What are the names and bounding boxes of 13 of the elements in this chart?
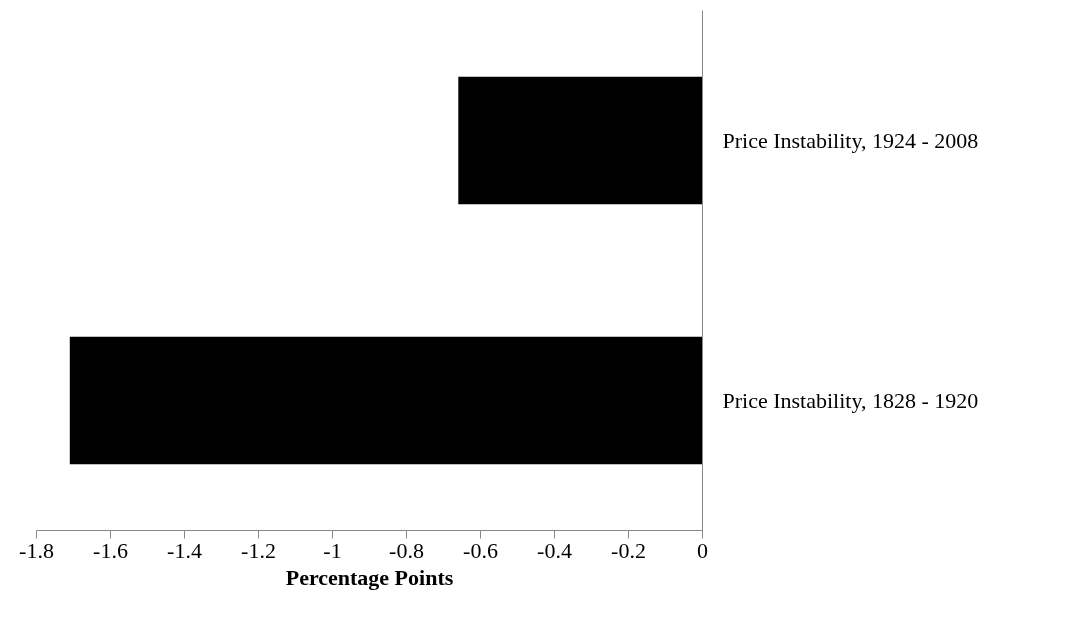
x-tick-label: -0.6 xyxy=(463,537,498,563)
x-tick-label: -1.8 xyxy=(19,537,54,563)
x-tick-label: -1.4 xyxy=(167,537,202,563)
x-tick-label: -1 xyxy=(323,537,342,563)
x-tick-label: -0.4 xyxy=(537,537,572,563)
x-tick-label: -0.2 xyxy=(611,537,646,563)
y-tick-label: Price Instability, 1924 - 2008 xyxy=(722,128,979,153)
x-tick-label: -1.2 xyxy=(241,537,276,563)
x-tick-label: -1.6 xyxy=(93,537,128,563)
x-tick-label: 0 xyxy=(697,537,708,563)
x-tick-label: -0.8 xyxy=(389,537,424,563)
y-tick-label: Price Instability, 1828 - 1920 xyxy=(722,388,979,413)
x-axis-title: Percentage Points xyxy=(285,564,454,590)
